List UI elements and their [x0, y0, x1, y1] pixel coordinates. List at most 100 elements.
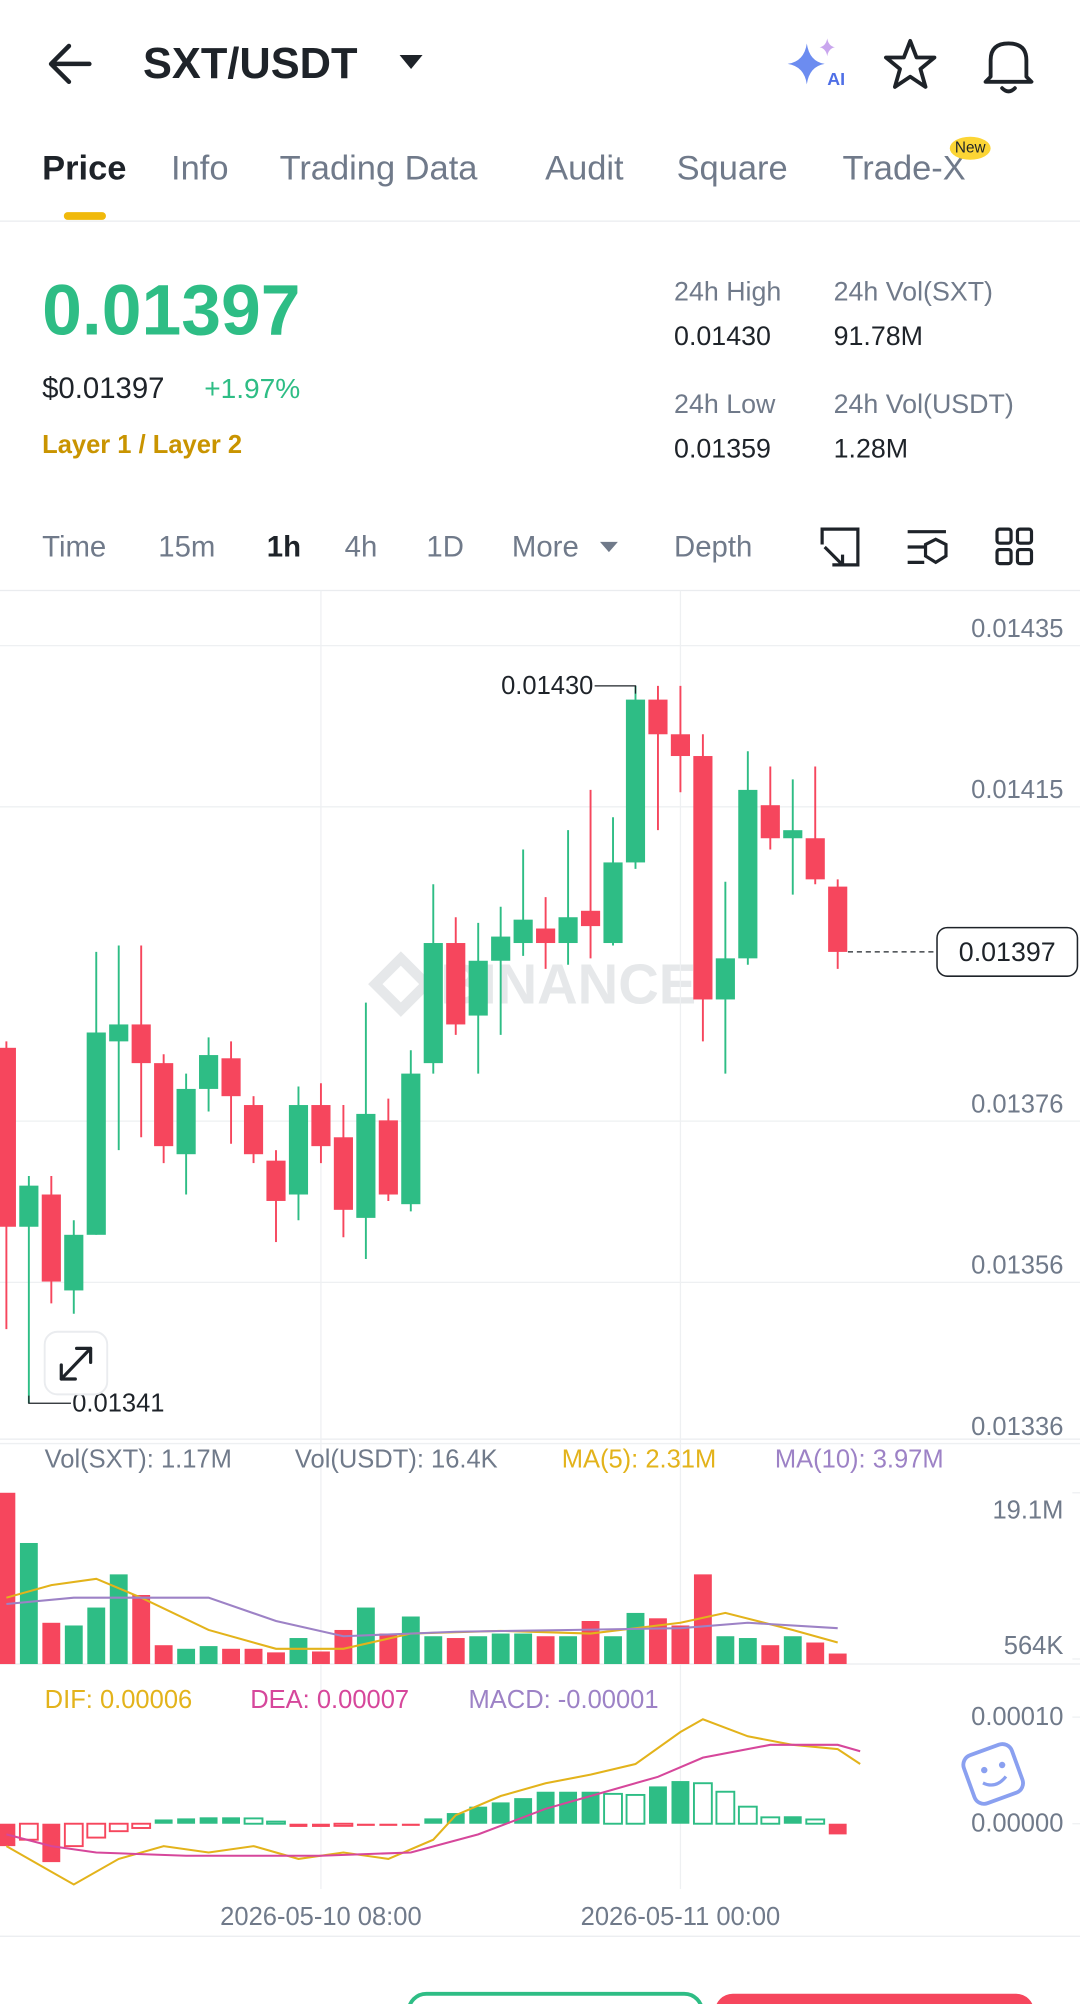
fullscreen-chart-button[interactable]: [820, 527, 860, 567]
volume-bar: [132, 1594, 151, 1665]
ai-button[interactable]: AI: [787, 38, 845, 89]
volume-bar: [177, 1648, 196, 1665]
volume-bar: [64, 1625, 83, 1665]
macd-bar: [108, 1822, 129, 1833]
volume-bar: [783, 1636, 802, 1665]
candle-body: [536, 928, 556, 944]
macd-bar: [243, 1817, 264, 1825]
volume-bar: [514, 1633, 533, 1665]
max-label: 0.01430: [501, 672, 593, 700]
icon-frame: [820, 527, 860, 567]
candle-body: [446, 943, 466, 1025]
tab[interactable]: Audit: [545, 150, 624, 188]
candle-body: [401, 1073, 421, 1205]
interval-option[interactable]: 1h: [267, 531, 301, 564]
macd-bar: [805, 1818, 826, 1825]
volume-bar: [42, 1622, 61, 1665]
icon-cell: [1015, 527, 1034, 545]
interval-option[interactable]: 1D: [426, 531, 464, 564]
interval-option[interactable]: Depth: [674, 531, 752, 564]
assistant-bot-button[interactable]: [960, 1741, 1025, 1807]
interval-option[interactable]: 4h: [345, 531, 378, 564]
back-button[interactable]: [48, 43, 92, 85]
macd-bar: [401, 1823, 420, 1826]
volume-bar: [559, 1636, 578, 1665]
favorite-button[interactable]: [884, 38, 937, 89]
candle-body: [221, 1058, 241, 1097]
alert-button[interactable]: [983, 41, 1034, 94]
candle-body: [176, 1088, 196, 1155]
candle-body: [423, 943, 443, 1064]
bell: [983, 41, 1034, 84]
y-tick-label: 19.1M: [992, 1497, 1063, 1525]
pair-title[interactable]: SXT/USDT: [143, 40, 358, 88]
sell-button-edge[interactable]: [715, 1993, 1034, 2004]
macd-bar: [649, 1786, 667, 1824]
macd-bar: [177, 1818, 196, 1824]
tab[interactable]: Info: [171, 150, 228, 188]
expand-chart-button[interactable]: [43, 1330, 109, 1396]
usd-price: $0.01397: [42, 372, 164, 405]
legend-entry: MA(10): 3.97M: [775, 1446, 944, 1474]
stats: 24h High 0.01430 24h Vol(SXT) 91.78M 24h…: [674, 276, 1014, 463]
icon-lines: [907, 530, 946, 564]
y-tick-label: 0.01376: [971, 1091, 1063, 1119]
volume-bar: [581, 1620, 600, 1665]
candle-body: [109, 1024, 129, 1042]
macd-bar: [424, 1818, 443, 1824]
stat-label: 24h High: [674, 276, 781, 306]
y-tick-label: 0.00010: [971, 1703, 1063, 1731]
volume-bar: [424, 1636, 443, 1665]
y-tick-label: 0.01435: [971, 615, 1063, 643]
candle-body: [491, 936, 511, 961]
layout-button[interactable]: [995, 527, 1034, 566]
volume-bar: [289, 1638, 308, 1665]
interval-option[interactable]: 15m: [158, 531, 215, 564]
volume-bar: [649, 1618, 667, 1665]
macd-bar: [333, 1822, 354, 1827]
volume-header: Vol(USDT): 16.4K: [295, 1446, 498, 1474]
more-caret[interactable]: [600, 541, 618, 553]
x-tick-label: 2026-05-11 00:00: [581, 1903, 781, 1931]
candle-body: [333, 1137, 353, 1210]
tab[interactable]: Price: [42, 150, 126, 188]
macd-bar: [491, 1802, 510, 1824]
legend-entry: MA(5): 2.31M: [562, 1446, 717, 1474]
candle-body: [356, 1113, 376, 1218]
chart-settings-button[interactable]: [907, 530, 948, 565]
macd-bar: [671, 1781, 690, 1824]
interval-option[interactable]: More: [512, 531, 579, 564]
tab[interactable]: Square: [677, 150, 788, 188]
volume-bar: [0, 1492, 16, 1665]
last-price-box: [936, 926, 1079, 977]
volume-bar: [19, 1542, 38, 1665]
candle-body: [715, 958, 735, 1000]
tab[interactable]: Trade-X: [843, 150, 966, 188]
macd-bar: [581, 1791, 600, 1824]
candle-body: [266, 1160, 286, 1201]
y-tick-label: 0.01415: [971, 776, 1063, 804]
indicator-line: [6, 1743, 861, 1857]
interval-option[interactable]: Time: [42, 531, 106, 564]
category-tags[interactable]: Layer 1 / Layer 2: [42, 431, 242, 459]
volume-bar: [379, 1633, 398, 1665]
last-price: 0.01397: [42, 271, 300, 351]
macd-bar: [469, 1806, 488, 1824]
candle-body: [738, 789, 758, 959]
stat-label: 24h Low: [674, 389, 776, 419]
macd-bar: [86, 1822, 107, 1839]
macd-bar: [559, 1791, 578, 1824]
macd-bar: [222, 1817, 240, 1824]
buy-button-edge[interactable]: [408, 1991, 703, 2004]
new-badge: [949, 136, 991, 160]
macd-bar: [603, 1792, 623, 1825]
volume-bar: [244, 1648, 263, 1665]
candle-body: [648, 699, 668, 735]
candle-body: [558, 917, 578, 944]
price-change: +1.97%: [204, 373, 300, 404]
tab[interactable]: Trading Data: [280, 150, 479, 188]
legend-entry: MACD: -0.00001: [469, 1686, 659, 1714]
y-tick-label: 564K: [1004, 1632, 1064, 1660]
pair-caret[interactable]: [399, 54, 423, 70]
macd-bar: [446, 1813, 465, 1824]
